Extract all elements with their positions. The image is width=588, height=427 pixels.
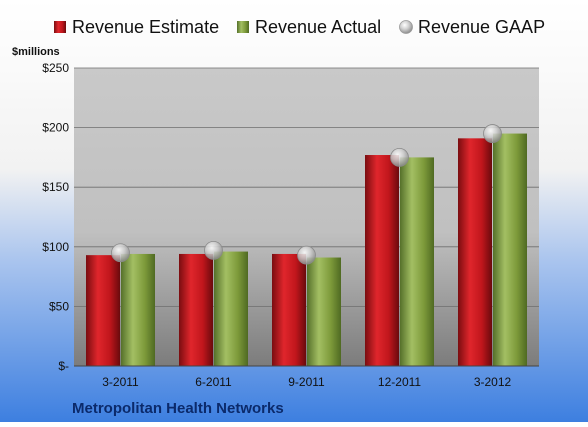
y-axis-unit-label: $millions (12, 46, 60, 58)
x-tick-label: 12-2011 (378, 375, 421, 389)
bar-estimate (365, 155, 399, 366)
company-name: Metropolitan Health Networks (72, 400, 284, 417)
x-tick-label: 3-2012 (474, 375, 512, 389)
bar-estimate (179, 253, 213, 366)
bars (86, 133, 527, 366)
bar-estimate (86, 255, 120, 366)
bar-actual (121, 253, 155, 366)
gaap-marker (483, 124, 502, 143)
gaap-marker (390, 147, 409, 167)
bar-actual (307, 257, 341, 366)
x-axis-ticks: 3-2011 6-2011 9-2011 12-2011 3-2012 (102, 375, 511, 389)
y-tick-label: $200 (42, 121, 69, 135)
gaap-marker (297, 245, 316, 265)
bar-actual (214, 251, 248, 366)
gaap-marker (204, 240, 223, 260)
legend-marker-gaap (399, 20, 413, 34)
x-tick-label: 3-2011 (102, 375, 139, 389)
legend-swatch-actual (237, 21, 249, 33)
gaap-markers (111, 124, 502, 265)
x-tick-label: 6-2011 (195, 375, 232, 389)
y-tick-label: $- (58, 359, 69, 373)
bar-estimate (458, 138, 492, 366)
y-tick-label: $50 (49, 299, 69, 313)
legend: Revenue Estimate Revenue Actual Revenue … (54, 17, 545, 37)
legend-label-estimate: Revenue Estimate (72, 17, 219, 37)
y-tick-label: $250 (42, 61, 69, 75)
bar-estimate (272, 253, 306, 366)
y-tick-label: $100 (42, 240, 69, 254)
legend-label-actual: Revenue Actual (255, 17, 381, 37)
legend-item-estimate: Revenue Estimate (54, 17, 219, 37)
legend-item-actual: Revenue Actual (237, 17, 381, 37)
bar-actual (493, 133, 527, 366)
x-tick-label: 9-2011 (288, 375, 325, 389)
legend-item-gaap: Revenue GAAP (399, 17, 545, 37)
y-axis-ticks: $- $50 $100 $150 $200 $250 (42, 61, 69, 373)
y-tick-label: $150 (42, 180, 69, 194)
gaap-marker (111, 243, 130, 263)
bar-actual (400, 157, 434, 366)
legend-label-gaap: Revenue GAAP (418, 17, 545, 37)
legend-swatch-estimate (54, 21, 66, 33)
